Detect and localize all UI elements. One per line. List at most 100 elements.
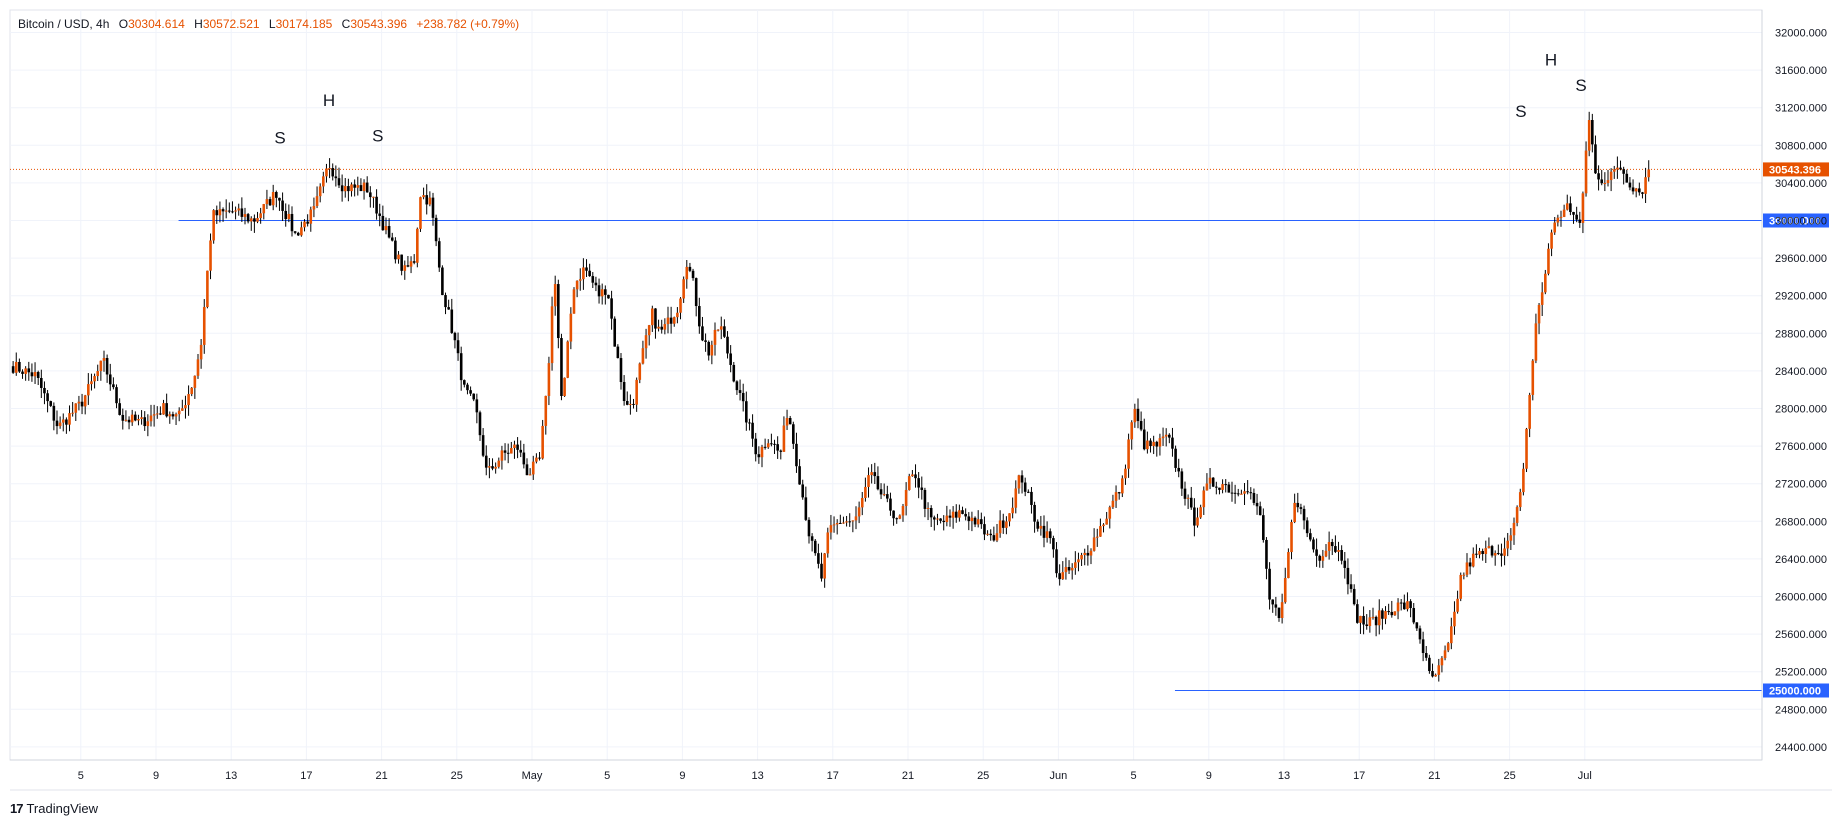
candle-body [622, 382, 626, 402]
candle-body [271, 192, 275, 206]
pattern-label: S [274, 128, 285, 147]
candle-body [381, 215, 385, 231]
candle-body [372, 196, 375, 198]
candle-body [1343, 560, 1347, 568]
candle-body [494, 466, 497, 469]
candle-body [1114, 492, 1118, 501]
candle-body [1512, 522, 1516, 536]
candle-body [46, 393, 49, 402]
candle-body [409, 261, 413, 267]
candle-body [544, 395, 548, 426]
last-price-tag [1763, 162, 1829, 177]
candle-body [1149, 440, 1152, 447]
candle-body [193, 375, 197, 388]
candle-body [569, 313, 573, 342]
y-tick-label: 32000.000 [1775, 28, 1827, 40]
candle-body [231, 211, 234, 213]
candle-body [1095, 536, 1099, 538]
candle-body [826, 532, 830, 554]
candle-body [1277, 607, 1281, 619]
candle-body [954, 511, 958, 518]
candle-body [1293, 502, 1296, 523]
candle-body [177, 410, 181, 415]
candle-body [121, 414, 125, 421]
candle-body [1070, 567, 1074, 571]
candle-body [466, 384, 469, 391]
candle-body [71, 412, 74, 414]
candle-body [1099, 526, 1102, 537]
candle-body [108, 374, 112, 385]
candle-body [246, 214, 250, 222]
candle-body [594, 282, 598, 286]
brand-name: TradingView [26, 801, 99, 816]
candle-body [281, 200, 284, 211]
candle-body [1406, 601, 1409, 610]
candle-body [165, 403, 168, 417]
candle-body [782, 425, 786, 452]
candle-body [447, 307, 450, 310]
candle-body [268, 199, 272, 206]
candle-body [1547, 248, 1550, 274]
candle-body [431, 197, 435, 218]
candle-body [557, 284, 560, 339]
candle-body [879, 489, 883, 495]
candle-body [832, 524, 836, 526]
candle-body [1305, 520, 1309, 534]
candle-body [500, 450, 504, 461]
candle-body [582, 267, 585, 280]
candle-body [688, 266, 692, 271]
candle-body [588, 270, 591, 277]
axes: 32000.000 31600.000 31200.000 30800.000 3040… [10, 10, 1832, 791]
symbol-legend: Bitcoin / USD, 4h O30304.614 H30572.521 … [18, 17, 519, 31]
candle-body [1324, 550, 1328, 557]
candle-body [1136, 408, 1140, 422]
candle-body [24, 368, 27, 374]
candle-body [478, 412, 482, 436]
candle-body [1121, 478, 1124, 494]
candle-body [206, 270, 209, 308]
candle-body [629, 403, 632, 405]
candle-body [757, 454, 761, 458]
x-tick-label: Jul [1578, 770, 1592, 782]
candle-body [522, 452, 526, 465]
candle-body [992, 535, 996, 541]
candle-body [450, 309, 454, 333]
candle-body [155, 413, 159, 415]
candle-body [1321, 556, 1325, 561]
candle-body [729, 353, 732, 365]
candle-body [1497, 553, 1500, 555]
candle-body [1055, 549, 1058, 574]
candle-body [1130, 422, 1134, 440]
candle-body [751, 422, 754, 439]
candle-body [1218, 487, 1221, 490]
pattern-label: H [1545, 50, 1557, 69]
candle-body [666, 317, 670, 325]
candle-body [1384, 611, 1387, 619]
candle-body [1641, 192, 1644, 194]
x-tick-label: 21 [1428, 770, 1440, 782]
candle-body [995, 533, 999, 541]
candle-body [1230, 492, 1234, 494]
candle-body [387, 226, 391, 238]
candle-body [234, 210, 237, 212]
candle-body [1459, 574, 1463, 599]
candle-body [1387, 611, 1390, 613]
symbol-name[interactable]: Bitcoin / USD, 4h [18, 17, 110, 31]
candle-body [130, 414, 134, 423]
candle-body [973, 517, 977, 525]
candle-body [980, 519, 983, 525]
candle-body [375, 196, 378, 214]
candle-body [563, 377, 566, 396]
candle-body [215, 210, 219, 216]
tradingview-brand[interactable]: 17 TradingView [10, 801, 98, 816]
candle-body [1412, 608, 1416, 623]
candle-body [694, 278, 698, 307]
candle-body [575, 280, 579, 290]
candle-body [676, 312, 679, 318]
candle-body [143, 417, 147, 427]
candle-body [510, 448, 513, 454]
y-tick-label: 25200.000 [1775, 667, 1827, 679]
candle-body [253, 218, 256, 222]
candle-body [1409, 601, 1412, 609]
candle-body [434, 217, 438, 242]
